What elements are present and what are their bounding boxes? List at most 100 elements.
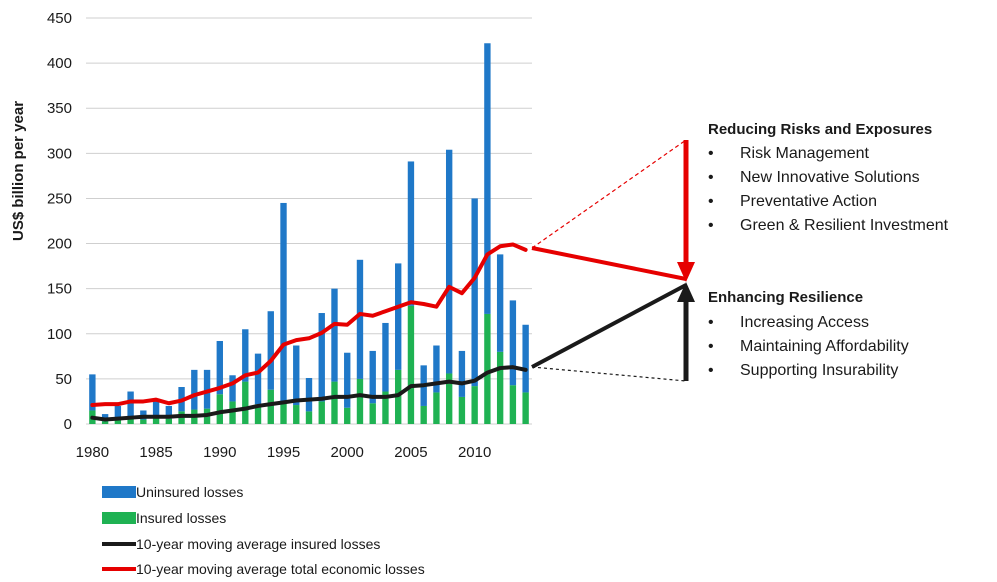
bar-uninsured-2000: [344, 352, 351, 408]
bar-uninsured-1993: [254, 353, 262, 405]
bar-uninsured-1983: [127, 391, 134, 417]
bar-uninsured-2012: [496, 254, 504, 352]
bar-insured-2008: [445, 373, 453, 424]
legend-swatch-uninsured: [102, 486, 136, 498]
red-solid-connector: [531, 246, 687, 281]
bar-uninsured-1982: [114, 405, 122, 420]
bar-insured-1986: [165, 418, 173, 424]
resilience-item-1: Increasing Access: [740, 314, 869, 331]
y-tick-label: 150: [47, 281, 72, 298]
bar-uninsured-1997: [305, 377, 313, 412]
bar-uninsured-2009: [458, 350, 466, 397]
bar-insured-2007: [433, 392, 440, 424]
bar-insured-1983: [127, 416, 134, 424]
risks-bullet-3: •: [708, 193, 714, 210]
bar-insured-1993: [254, 404, 262, 424]
risks-bullet-2: •: [708, 169, 714, 186]
resilience-bullet-3: •: [708, 362, 714, 379]
resilience-item-3: Supporting Insurability: [740, 362, 898, 379]
bar-insured-1992: [242, 381, 249, 424]
x-tick-label: 2000: [331, 444, 364, 461]
y-tick-label: 0: [64, 416, 72, 433]
bar-uninsured-2013: [509, 300, 517, 386]
bar-uninsured-2007: [433, 345, 440, 393]
y-tick-label: 50: [55, 371, 72, 388]
risks-bullet-1: •: [708, 145, 714, 162]
x-tick-label: 1985: [139, 444, 172, 461]
y-tick-label: 300: [47, 145, 72, 162]
y-tick-labels: 0 50 100 150 200 250 300 350 400 450: [47, 10, 72, 433]
legend: Uninsured losses Insured losses 10-year …: [102, 484, 425, 577]
bar-insured-2011: [484, 313, 491, 424]
bar-uninsured-2011: [484, 43, 491, 314]
red-arrow-head: [677, 262, 695, 282]
risks-title: Reducing Risks and Exposures: [708, 121, 932, 138]
bar-insured-2009: [458, 396, 466, 424]
resilience-bullet-1: •: [708, 314, 714, 331]
x-tick-label: 2010: [458, 444, 491, 461]
bar-uninsured-1988: [191, 369, 198, 410]
bar-insured-1990: [216, 394, 223, 424]
bar-uninsured-1980: [89, 374, 96, 411]
bar-insured-2013: [509, 385, 517, 424]
legend-label-avg-total: 10-year moving average total economic lo…: [136, 561, 425, 577]
risks-item-1: Risk Management: [740, 145, 870, 162]
bar-uninsured-1994: [267, 311, 274, 390]
bar-insured-2002: [369, 403, 376, 424]
x-tick-label: 1990: [203, 444, 236, 461]
black-solid-connector: [531, 283, 687, 369]
y-tick-label: 100: [47, 326, 72, 343]
y-axis-label: US$ billion per year: [10, 101, 27, 241]
line-avg-insured: [90, 365, 528, 422]
resilience-title: Enhancing Resilience: [708, 289, 863, 306]
bar-uninsured-1986: [165, 405, 173, 419]
bar-uninsured-1989: [203, 369, 211, 409]
risks-annotation: Reducing Risks and Exposures • Risk Mana…: [708, 121, 949, 234]
bar-uninsured-2001: [356, 259, 364, 379]
bar-insured-1981: [101, 421, 109, 424]
bar-uninsured-1996: [293, 345, 300, 406]
bar-uninsured-1995: [280, 202, 287, 402]
risks-item-2: New Innovative Solutions: [740, 169, 920, 186]
bar-uninsured-2003: [382, 322, 389, 392]
bar-uninsured-2005: [407, 161, 415, 306]
bar-insured-1997: [305, 411, 313, 424]
bar-insured-2012: [496, 351, 504, 424]
lines-layer: [90, 242, 528, 422]
resilience-annotation: Enhancing Resilience • Increasing Access…: [708, 289, 909, 379]
bar-insured-2014: [522, 392, 529, 424]
bar-insured-1982: [114, 419, 122, 424]
y-tick-label: 250: [47, 190, 72, 207]
bar-uninsured-1992: [242, 329, 249, 382]
y-tick-label: 350: [47, 100, 72, 117]
bar-insured-1996: [293, 405, 300, 424]
bar-insured-1999: [331, 381, 338, 424]
legend-label-insured: Insured losses: [136, 510, 226, 526]
red-dashed-connector: [531, 139, 687, 249]
bar-insured-1994: [267, 389, 274, 424]
bar-uninsured-2010: [471, 198, 478, 387]
resilience-item-2: Maintaining Affordability: [740, 338, 909, 355]
x-tick-label: 1980: [76, 444, 109, 461]
bar-uninsured-2004: [395, 263, 402, 370]
legend-swatch-insured: [102, 512, 136, 524]
bar-insured-1984: [140, 419, 147, 424]
x-tick-label: 2005: [394, 444, 427, 461]
legend-label-avg-insured: 10-year moving average insured losses: [136, 536, 380, 552]
bar-insured-2006: [420, 405, 427, 424]
bar-uninsured-1990: [216, 340, 223, 395]
bars-layer: [89, 43, 529, 424]
x-tick-label: 1995: [267, 444, 300, 461]
bar-insured-1991: [229, 401, 236, 424]
bar-insured-2001: [356, 378, 364, 424]
bar-uninsured-2008: [445, 149, 453, 374]
bar-insured-1998: [318, 401, 325, 424]
bar-uninsured-1985: [152, 401, 160, 418]
black-dashed-connector: [531, 366, 687, 382]
bar-insured-2010: [471, 386, 478, 424]
black-arrow-head: [677, 282, 695, 302]
bar-uninsured-1999: [331, 288, 338, 382]
connector-diagram: [531, 139, 695, 382]
bar-uninsured-1991: [229, 375, 236, 402]
